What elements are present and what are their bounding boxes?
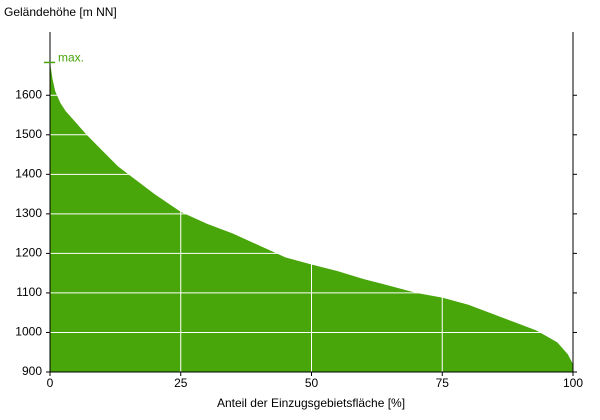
y-tick-label: 1400	[15, 166, 42, 180]
y-tick-label: 1500	[15, 127, 42, 141]
y-tick-label: 1600	[15, 87, 42, 101]
x-tick-label: 50	[305, 376, 319, 390]
y-tick-label: 900	[22, 364, 42, 378]
y-tick-label: 1000	[15, 325, 42, 339]
x-axis-label: Anteil der Einzugsgebietsfläche [%]	[217, 396, 405, 410]
x-tick-label: 25	[174, 376, 188, 390]
x-tick-label: 0	[47, 376, 54, 390]
x-tick-label: 75	[436, 376, 450, 390]
x-tick-label: 100	[563, 376, 583, 390]
y-tick-label: 1300	[15, 206, 42, 220]
annotation: max.	[58, 51, 84, 65]
y-tick-label: 1200	[15, 246, 42, 260]
y-axis-label: Geländehöhe [m NN]	[4, 5, 117, 19]
y-tick-label: 1100	[16, 285, 42, 299]
